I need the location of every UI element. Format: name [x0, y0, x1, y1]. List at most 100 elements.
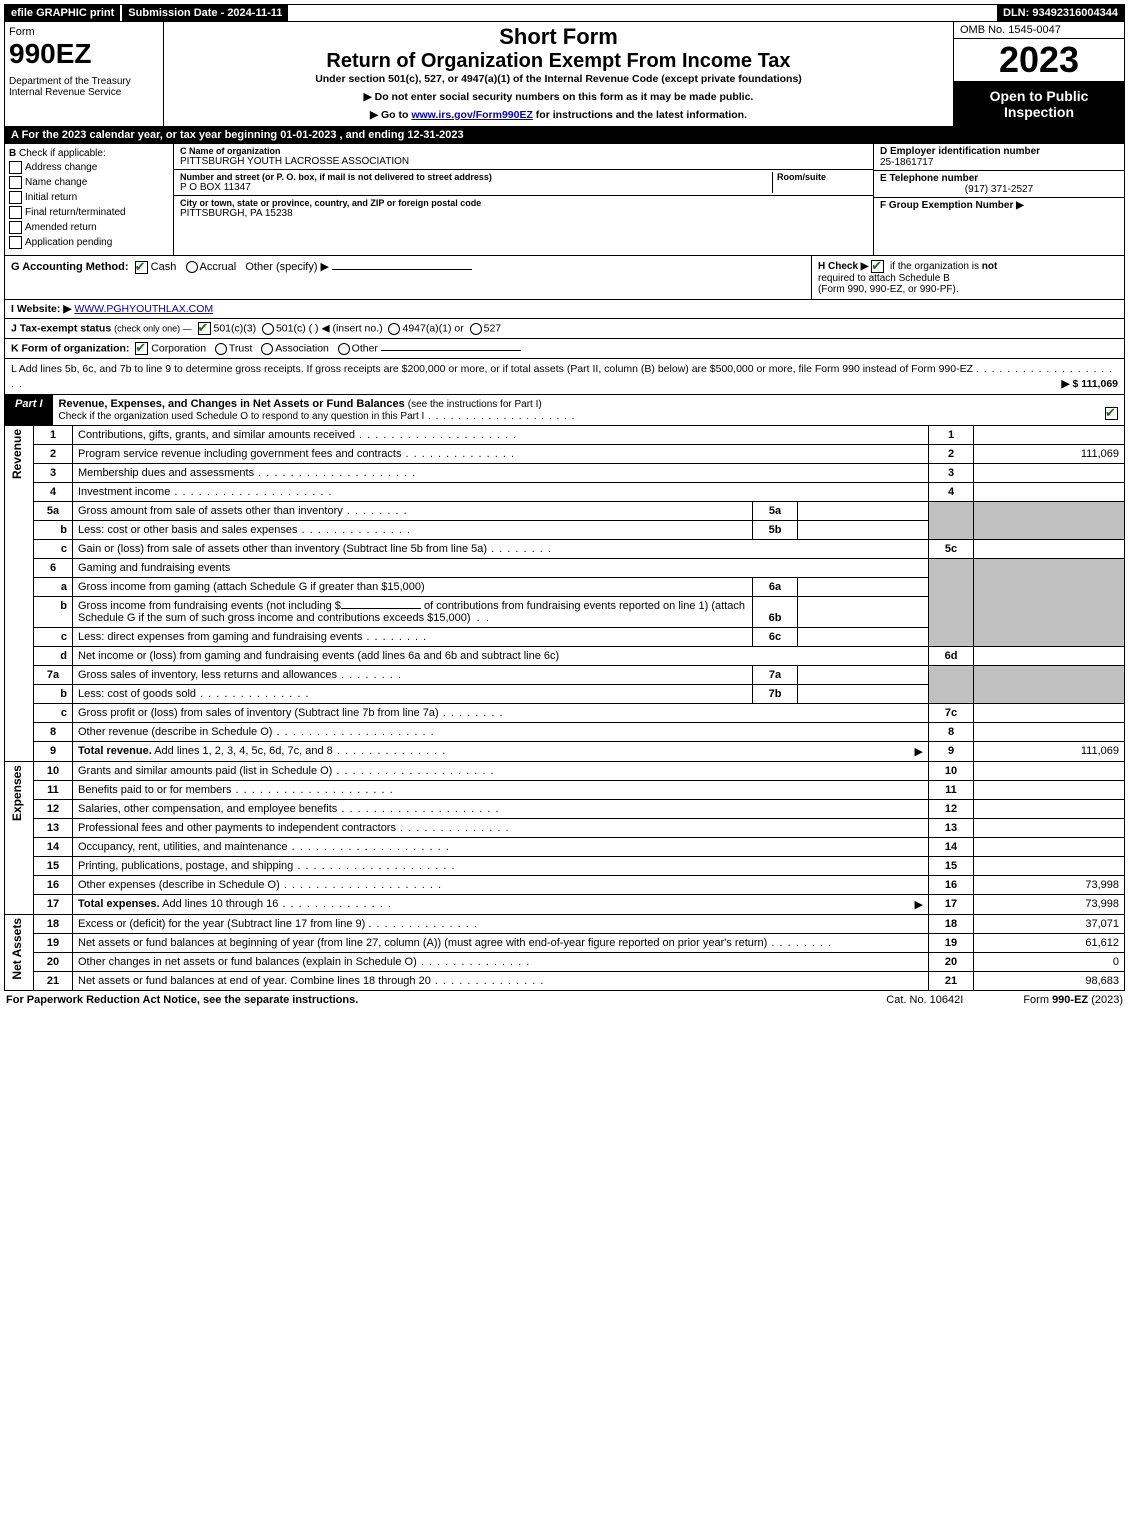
block-bcdef: B Check if applicable: Address change Na… [4, 144, 1125, 256]
ln-6: 6 [34, 559, 73, 578]
amt-2: 111,069 [974, 445, 1125, 464]
part1-check-col [1102, 395, 1124, 425]
col-b: B Check if applicable: Address change Na… [5, 144, 174, 255]
ln-7c: c [34, 704, 73, 723]
chk-name-change[interactable] [9, 176, 22, 189]
ln-5a: 5a [34, 502, 73, 521]
6b-amount-input[interactable] [341, 608, 421, 609]
chk-assoc[interactable] [261, 343, 273, 355]
mini-amt-7b [798, 685, 929, 704]
line-13: 13 Professional fees and other payments … [5, 819, 1125, 838]
k-other-input[interactable] [381, 350, 521, 351]
col-c: C Name of organization PITTSBURGH YOUTH … [174, 144, 874, 255]
line-12: 12 Salaries, other compensation, and emp… [5, 800, 1125, 819]
k-label: K Form of organization: [11, 342, 129, 354]
desc-8: Other revenue (describe in Schedule O) [73, 723, 929, 742]
lbl-name-change: Name change [25, 177, 87, 188]
header-right: OMB No. 1545-0047 2023 Open to Public In… [954, 22, 1124, 126]
col-def: D Employer identification number 25-1861… [874, 144, 1124, 255]
lbl-other: Other (specify) ▶ [245, 261, 329, 273]
ln-5b: b [34, 521, 73, 540]
amt-12 [974, 800, 1125, 819]
f-label: F Group Exemption Number ▶ [880, 200, 1118, 211]
chk-cash[interactable] [135, 261, 148, 274]
ln-2: 2 [34, 445, 73, 464]
header-mid: Short Form Return of Organization Exempt… [164, 22, 954, 126]
chk-k-other[interactable] [338, 343, 350, 355]
ln-1: 1 [34, 426, 73, 445]
shade-6 [929, 559, 974, 647]
chk-amended-return[interactable] [9, 221, 22, 234]
room-label: Room/suite [777, 172, 867, 182]
line-1: Revenue 1 Contributions, gifts, grants, … [5, 426, 1125, 445]
part1-header: Part I Revenue, Expenses, and Changes in… [4, 395, 1125, 426]
chk-application-pending[interactable] [9, 236, 22, 249]
amt-17: 73,998 [974, 895, 1125, 915]
lbl-amended-return: Amended return [25, 222, 97, 233]
chk-trust[interactable] [215, 343, 227, 355]
num-3: 3 [929, 464, 974, 483]
chk-address-change[interactable] [9, 161, 22, 174]
other-specify-input[interactable] [332, 269, 472, 270]
ln-6a: a [34, 578, 73, 597]
num-7c: 7c [929, 704, 974, 723]
irs-link[interactable]: www.irs.gov/Form990EZ [411, 109, 533, 121]
lbl-527: 527 [484, 322, 502, 334]
ln-19: 19 [34, 934, 73, 953]
short-form-title: Short Form [172, 24, 945, 50]
chk-h[interactable] [871, 260, 884, 273]
part1-check-line: Check if the organization used Schedule … [59, 411, 576, 422]
chk-final-return[interactable] [9, 206, 22, 219]
page-footer: For Paperwork Reduction Act Notice, see … [4, 991, 1125, 1009]
ln-6d: d [34, 647, 73, 666]
ln-4: 4 [34, 483, 73, 502]
line-18: Net Assets 18 Excess or (deficit) for th… [5, 915, 1125, 934]
website-link[interactable]: WWW.PGHYOUTHLAX.COM [74, 303, 213, 315]
ln-13: 13 [34, 819, 73, 838]
amt-7c [974, 704, 1125, 723]
efile-label[interactable]: efile GRAPHIC print [5, 5, 120, 21]
mini-5b: 5b [753, 521, 798, 540]
num-5c: 5c [929, 540, 974, 559]
shade-7 [929, 666, 974, 704]
desc-13: Professional fees and other payments to … [73, 819, 929, 838]
desc-16: Other expenses (describe in Schedule O) [73, 876, 929, 895]
desc-6: Gaming and fundraising events [73, 559, 929, 578]
desc-6b: Gross income from fundraising events (no… [73, 597, 753, 628]
e-label: E Telephone number [880, 173, 1118, 184]
ln-16: 16 [34, 876, 73, 895]
ln-12: 12 [34, 800, 73, 819]
chk-corp[interactable] [135, 342, 148, 355]
mini-amt-7a [798, 666, 929, 685]
num-6d: 6d [929, 647, 974, 666]
mini-6a: 6a [753, 578, 798, 597]
chk-527[interactable] [470, 323, 482, 335]
lbl-initial-return: Initial return [25, 192, 77, 203]
part1-title: Revenue, Expenses, and Changes in Net As… [59, 398, 405, 410]
desc-19: Net assets or fund balances at beginning… [73, 934, 929, 953]
amt-20: 0 [974, 953, 1125, 972]
line-16: 16 Other expenses (describe in Schedule … [5, 876, 1125, 895]
chk-4947[interactable] [388, 323, 400, 335]
mini-7a: 7a [753, 666, 798, 685]
num-18: 18 [929, 915, 974, 934]
amt-4 [974, 483, 1125, 502]
desc-14: Occupancy, rent, utilities, and maintena… [73, 838, 929, 857]
lines-table: Revenue 1 Contributions, gifts, grants, … [4, 426, 1125, 991]
chk-501c3[interactable] [198, 322, 211, 335]
num-20: 20 [929, 953, 974, 972]
chk-501c[interactable] [262, 323, 274, 335]
tax-year: 2023 [954, 39, 1124, 82]
side-revenue: Revenue [5, 426, 34, 762]
chk-accrual[interactable] [186, 261, 198, 273]
amt-9: 111,069 [974, 742, 1125, 762]
chk-initial-return[interactable] [9, 191, 22, 204]
mini-6c: 6c [753, 628, 798, 647]
ln-17: 17 [34, 895, 73, 915]
num-13: 13 [929, 819, 974, 838]
lbl-501c: 501(c) ( ) ◀ (insert no.) [276, 322, 383, 334]
num-17: 17 [929, 895, 974, 915]
chk-part1-schedo[interactable] [1105, 407, 1118, 420]
desc-7c: Gross profit or (loss) from sales of inv… [73, 704, 929, 723]
amt-1 [974, 426, 1125, 445]
